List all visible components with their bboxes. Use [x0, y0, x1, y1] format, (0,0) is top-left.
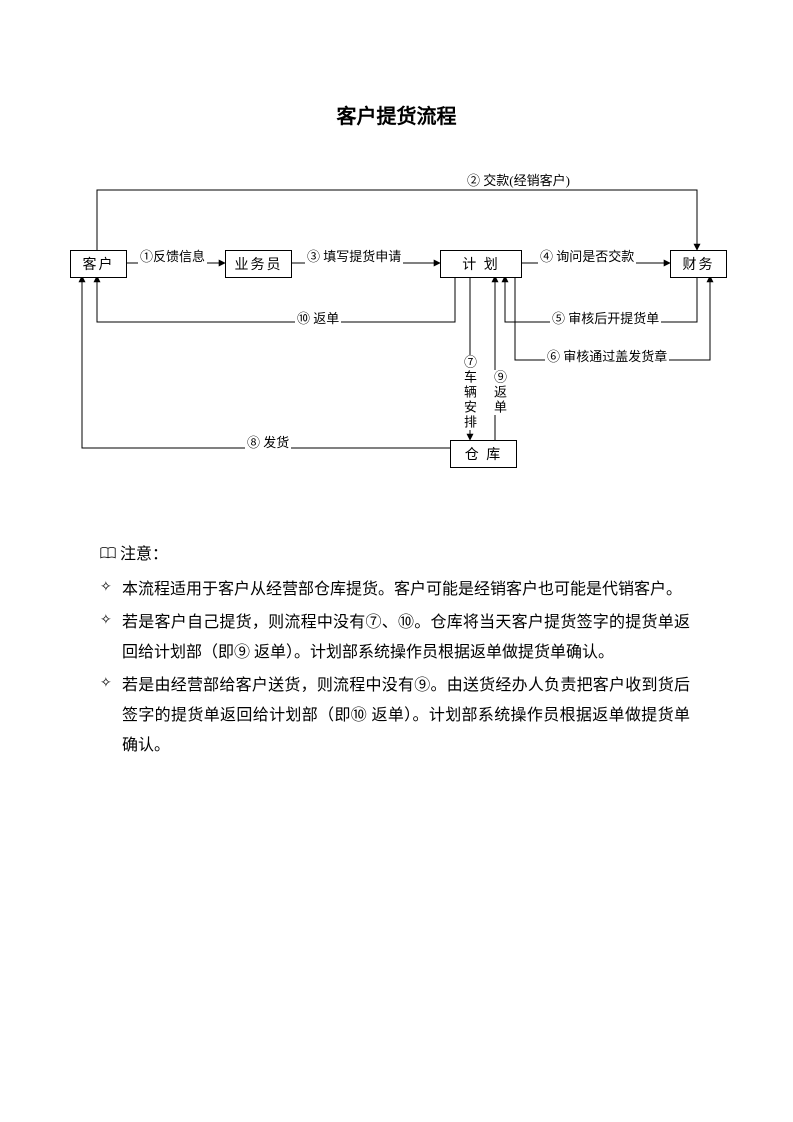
- edge-label-e3: ③ 填写提货申请: [305, 246, 403, 265]
- notes-section: 注意： ✧本流程适用于客户从经营部仓库提货。客户可能是经销客户也可能是代销客户。…: [100, 540, 690, 764]
- diamond-bullet-icon: ✧: [100, 575, 122, 605]
- edge-label-e5: ⑤ 审核后开提货单: [550, 308, 661, 327]
- edge-label-e7: ⑦车辆安排: [458, 355, 481, 430]
- node-sales: 业务员: [225, 250, 292, 278]
- notes-heading: 注意：: [100, 540, 690, 571]
- edge-label-e10: ⑩ 返单: [295, 308, 341, 327]
- edge-label-e1: ①反馈信息: [138, 246, 207, 265]
- notes-heading-text: 注意：: [120, 546, 168, 563]
- note-item: ✧若是客户自己提货，则流程中没有⑦、⑩。仓库将当天客户提货签字的提货单返回给计划…: [100, 608, 690, 669]
- edge-label-e8: ⑧ 发货: [245, 432, 291, 451]
- node-plan: 计 划: [440, 250, 522, 278]
- note-text: 若是由经营部给客户送货，则流程中没有⑨。由送货经办人负责把客户收到货后签字的提货…: [122, 671, 690, 762]
- book-icon: [100, 541, 116, 571]
- edge-e8: [82, 276, 450, 448]
- diamond-bullet-icon: ✧: [100, 671, 122, 762]
- edge-label-e9: ⑨返单: [488, 370, 511, 415]
- note-item: ✧本流程适用于客户从经营部仓库提货。客户可能是经销客户也可能是代销客户。: [100, 575, 690, 605]
- page-title: 客户提货流程: [0, 100, 793, 129]
- flow-diagram: 客户 业务员 计 划 财务仓 库 ①反馈信息 ③ 填写提货申请 ④ 询问是否交款 ② 交款(…: [70, 160, 730, 480]
- note-item: ✧若是由经营部给客户送货，则流程中没有⑨。由送货经办人负责把客户收到货后签字的提…: [100, 671, 690, 762]
- edge-label-e6: ⑥ 审核通过盖发货章: [545, 346, 669, 365]
- diamond-bullet-icon: ✧: [100, 608, 122, 669]
- node-finance: 财务: [670, 250, 727, 278]
- note-text: 若是客户自己提货，则流程中没有⑦、⑩。仓库将当天客户提货签字的提货单返回给计划部…: [122, 608, 690, 669]
- node-warehouse: 仓 库: [450, 440, 517, 468]
- edge-e2: [97, 190, 697, 250]
- edge-label-e4: ④ 询问是否交款: [538, 246, 636, 265]
- edge-label-e2: ② 交款(经销客户): [465, 170, 572, 189]
- node-customer: 客户: [70, 250, 127, 278]
- edge-e10: [97, 276, 455, 322]
- note-text: 本流程适用于客户从经营部仓库提货。客户可能是经销客户也可能是代销客户。: [122, 575, 690, 605]
